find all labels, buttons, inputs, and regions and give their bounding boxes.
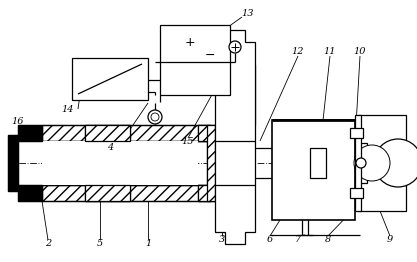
Text: 13: 13 [242,9,254,19]
Circle shape [148,110,162,124]
Bar [358,115,406,211]
Bar [350,128,363,138]
Text: 12: 12 [292,47,304,57]
Bar [42,125,210,141]
Bar [272,120,355,220]
Text: 8: 8 [325,236,331,244]
Text: 4: 4 [107,143,113,151]
Bar [72,58,148,100]
Bar [42,141,198,185]
Text: 16: 16 [12,117,24,127]
Bar [198,185,215,201]
Circle shape [229,41,241,53]
Polygon shape [8,125,42,201]
Text: 7: 7 [295,236,301,244]
Circle shape [354,145,390,181]
Bar [198,125,215,141]
Bar [85,185,130,201]
Bar [207,125,215,201]
Bar [160,25,230,95]
Text: 2: 2 [45,239,51,248]
Polygon shape [215,30,255,244]
Bar [355,143,367,183]
Text: +: + [185,35,195,48]
Circle shape [374,139,417,187]
Circle shape [151,113,159,121]
Text: −: − [205,48,215,62]
Text: 9: 9 [387,236,393,244]
Text: 3: 3 [219,236,225,244]
Bar [310,148,326,178]
Text: 6: 6 [267,236,273,244]
Text: 14: 14 [62,106,74,114]
Text: 11: 11 [324,47,336,57]
Bar [350,188,363,198]
Text: 1: 1 [145,239,151,248]
Bar [85,125,130,141]
Text: 15: 15 [182,138,194,146]
Text: 5: 5 [97,239,103,248]
Circle shape [356,158,366,168]
Text: 10: 10 [354,47,366,57]
Bar [355,115,361,211]
Bar [42,185,210,201]
